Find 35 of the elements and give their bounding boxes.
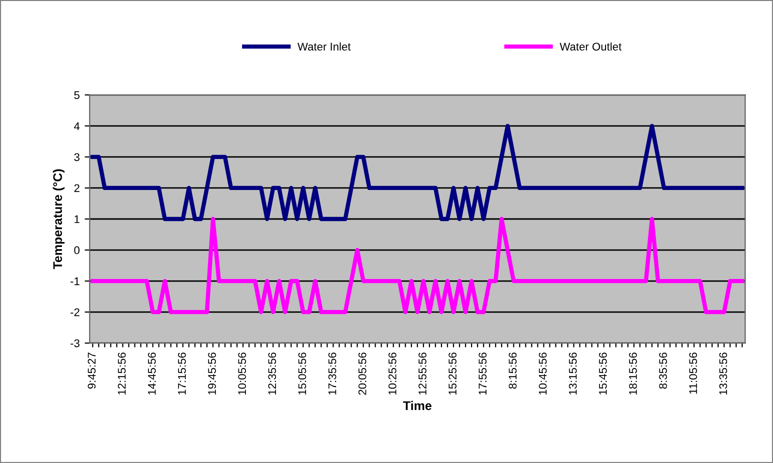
legend-label: Water Inlet (298, 42, 351, 51)
y-tick-label: 2 (74, 184, 80, 192)
y-tick-label: -3 (70, 339, 80, 348)
x-tick-label: 15:25:56 (448, 352, 456, 395)
x-tick-label: 12:55:56 (418, 352, 426, 395)
x-tick-label: 18:15:56 (629, 352, 637, 395)
y-tick-label: 1 (74, 215, 80, 224)
x-tick-label: 9:45:27 (88, 352, 96, 389)
x-tick-label: 15:05:56 (298, 352, 306, 395)
x-tick-label: 10:05:56 (238, 352, 246, 395)
x-tick-label: 19:45:56 (208, 352, 216, 395)
x-tick-label: 17:35:56 (328, 352, 336, 395)
x-tick-label: 14:45:56 (148, 352, 156, 395)
x-tick-label: 10:45:56 (538, 352, 547, 395)
y-tick-label: 5 (74, 91, 80, 100)
x-tick-label: 15:45:56 (598, 352, 607, 395)
y-tick-label: 0 (74, 246, 80, 254)
x-tick-label: 17:15:56 (178, 352, 186, 395)
x-tick-label: 20:05:56 (358, 352, 366, 395)
x-tick-label: 13:15:56 (568, 352, 577, 395)
x-tick-label: 12:15:56 (118, 352, 126, 395)
x-tick-label: 10:25:56 (388, 352, 396, 395)
x-tick-label: 12:35:56 (268, 352, 276, 395)
x-tick-label: 8:35:56 (659, 352, 667, 389)
y-tick-label: 4 (74, 122, 80, 130)
x-axis-title: Time (403, 400, 432, 410)
legend-label: Water Outlet (560, 42, 622, 51)
x-tick-label: 11:05:56 (689, 352, 698, 394)
y-tick-label: 3 (74, 153, 80, 162)
y-tick-label: -2 (70, 308, 80, 316)
y-tick-label: -1 (70, 277, 80, 286)
x-tick-label: 13:35:56 (719, 352, 728, 395)
y-axis-title: Temperature (°C) (52, 169, 65, 270)
x-tick-label: 8:15:56 (508, 352, 517, 389)
x-tick-label: 17:55:56 (478, 352, 487, 395)
